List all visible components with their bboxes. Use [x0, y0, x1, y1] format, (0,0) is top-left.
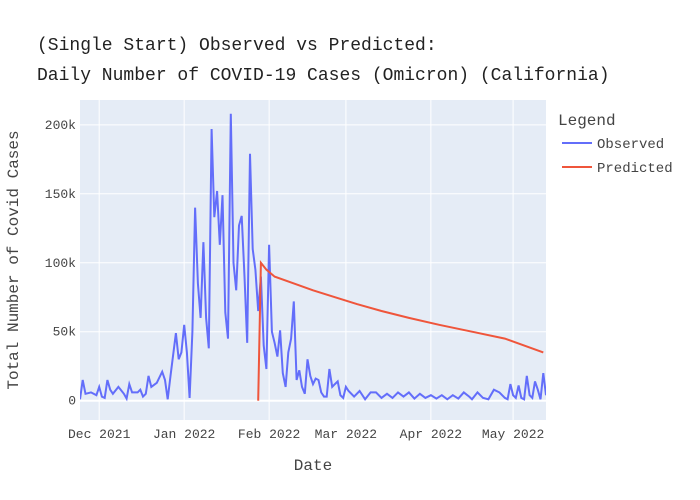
y-tick-label: 200k: [45, 118, 76, 133]
x-tick-label: Feb 2022: [238, 427, 300, 442]
legend: Legend Observed Predicted: [558, 112, 673, 177]
y-axis-ticks: 0 50k 100k 150k 200k: [45, 118, 76, 409]
x-tick-label: Jan 2022: [153, 427, 215, 442]
x-tick-label: Mar 2022: [315, 427, 377, 442]
x-axis-ticks: Dec 2021 Jan 2022 Feb 2022 Mar 2022 Apr 2022…: [68, 427, 544, 442]
x-tick-label: Apr 2022: [400, 427, 462, 442]
y-tick-label: 50k: [53, 325, 77, 340]
series-line-observed: [80, 113, 546, 402]
x-axis-title: Date: [294, 457, 332, 475]
y-axis-title: Total Number of Covid Cases: [5, 130, 23, 389]
legend-label-predicted[interactable]: Predicted: [597, 161, 673, 177]
grid-lines: [80, 100, 546, 420]
plot-area: [80, 100, 546, 420]
x-tick-label: Dec 2021: [68, 427, 131, 442]
x-tick-label: May 2022: [482, 427, 544, 442]
legend-title: Legend: [558, 112, 616, 130]
legend-label-observed[interactable]: Observed: [597, 137, 664, 153]
y-tick-label: 100k: [45, 256, 76, 271]
chart-title-line1: (Single Start) Observed vs Predicted:: [37, 36, 437, 56]
series-line-predicted: [257, 260, 544, 401]
chart-title-line2: Daily Number of COVID-19 Cases (Omicron)…: [37, 66, 610, 86]
y-tick-label: 0: [68, 394, 76, 409]
y-tick-label: 150k: [45, 187, 76, 202]
